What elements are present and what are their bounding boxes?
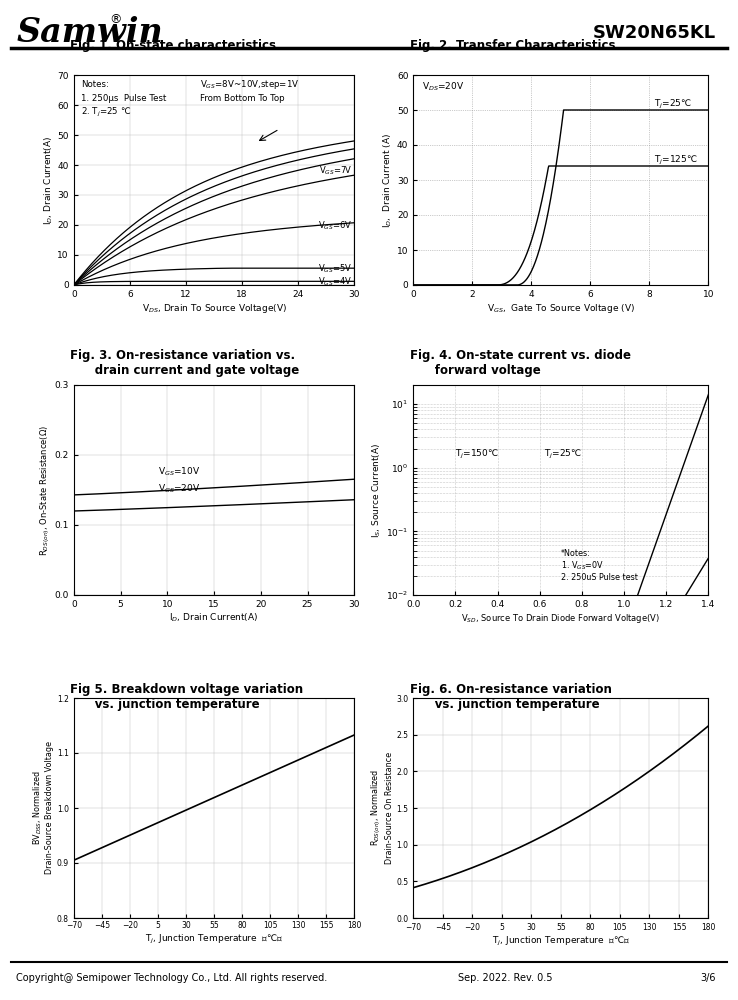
Text: V$_{GS}$=10V: V$_{GS}$=10V — [158, 466, 201, 478]
Text: V$_{GS}$=20V: V$_{GS}$=20V — [158, 482, 201, 495]
Y-axis label: R$_{DS(on)}$, Normalized
Drain-Source On Resistance: R$_{DS(on)}$, Normalized Drain-Source On… — [369, 752, 393, 864]
Text: SW20N65KL: SW20N65KL — [593, 24, 716, 42]
Text: Fig. 6. On-resistance variation
      vs. junction temperature: Fig. 6. On-resistance variation vs. junc… — [410, 683, 612, 711]
Text: V$_{GS}$=8V~10V,step=1V: V$_{GS}$=8V~10V,step=1V — [200, 78, 300, 91]
Text: *Notes:
1. V$_{GS}$=0V
2. 250uS Pulse test: *Notes: 1. V$_{GS}$=0V 2. 250uS Pulse te… — [561, 549, 638, 582]
Text: Fig. 3. On-resistance variation vs.
      drain current and gate voltage: Fig. 3. On-resistance variation vs. drai… — [70, 349, 300, 377]
Y-axis label: I$_S$, Source Current(A): I$_S$, Source Current(A) — [370, 442, 383, 538]
Text: 1. 250μs  Pulse Test: 1. 250μs Pulse Test — [81, 94, 167, 103]
Text: T$_j$=25℃: T$_j$=25℃ — [654, 98, 692, 111]
Text: Sep. 2022. Rev. 0.5: Sep. 2022. Rev. 0.5 — [458, 973, 552, 983]
Text: V$_{GS}$=5V: V$_{GS}$=5V — [318, 263, 352, 275]
Text: T$_j$=150℃: T$_j$=150℃ — [455, 448, 500, 461]
X-axis label: T$_j$, Junction Temperature  （℃）: T$_j$, Junction Temperature （℃） — [492, 935, 630, 948]
Y-axis label: I$_D$,  Drain Current (A): I$_D$, Drain Current (A) — [382, 132, 394, 228]
Text: Samwin: Samwin — [16, 16, 163, 49]
Text: 3/6: 3/6 — [700, 973, 716, 983]
X-axis label: V$_{SD}$, Source To Drain Diode Forward Voltage(V): V$_{SD}$, Source To Drain Diode Forward … — [461, 612, 661, 625]
Y-axis label: BV$_{DSS}$, Normalized
Drain-Source Breakdown Voltage: BV$_{DSS}$, Normalized Drain-Source Brea… — [31, 742, 54, 874]
Text: T$_j$=125℃: T$_j$=125℃ — [654, 154, 697, 167]
Text: V$_{GS}$=7V: V$_{GS}$=7V — [320, 165, 352, 177]
Text: V$_{DS}$=20V: V$_{DS}$=20V — [422, 80, 464, 93]
Text: V$_{GS}$=6V: V$_{GS}$=6V — [318, 220, 352, 232]
Text: Fig. 1. On-state characteristics: Fig. 1. On-state characteristics — [70, 39, 276, 52]
Y-axis label: R$_{DS(on)}$, On-State Resistance(Ω): R$_{DS(on)}$, On-State Resistance(Ω) — [38, 424, 52, 556]
X-axis label: V$_{DS}$, Drain To Source Voltage(V): V$_{DS}$, Drain To Source Voltage(V) — [142, 302, 286, 315]
Text: From Bottom To Top: From Bottom To Top — [200, 94, 285, 103]
Text: 2. T$_j$=25 ℃: 2. T$_j$=25 ℃ — [81, 105, 131, 119]
Text: ®: ® — [109, 13, 122, 26]
X-axis label: V$_{GS}$,  Gate To Source Voltage (V): V$_{GS}$, Gate To Source Voltage (V) — [487, 302, 635, 315]
Text: Fig. 2. Transfer Characteristics: Fig. 2. Transfer Characteristics — [410, 39, 615, 52]
Y-axis label: I$_D$, Drain Current(A): I$_D$, Drain Current(A) — [42, 135, 55, 225]
Text: Fig 5. Breakdown voltage variation
      vs. junction temperature: Fig 5. Breakdown voltage variation vs. j… — [70, 683, 303, 711]
Text: Copyright@ Semipower Technology Co., Ltd. All rights reserved.: Copyright@ Semipower Technology Co., Ltd… — [16, 973, 328, 983]
Text: T$_j$=25℃: T$_j$=25℃ — [544, 448, 582, 461]
X-axis label: I$_D$, Drain Current(A): I$_D$, Drain Current(A) — [169, 612, 259, 624]
Text: Notes:: Notes: — [81, 80, 109, 89]
X-axis label: T$_j$, Junction Temperature  （℃）: T$_j$, Junction Temperature （℃） — [145, 933, 283, 946]
Text: Fig. 4. On-state current vs. diode
      forward voltage: Fig. 4. On-state current vs. diode forwa… — [410, 349, 630, 377]
Text: V$_{GS}$=4V: V$_{GS}$=4V — [318, 275, 352, 288]
